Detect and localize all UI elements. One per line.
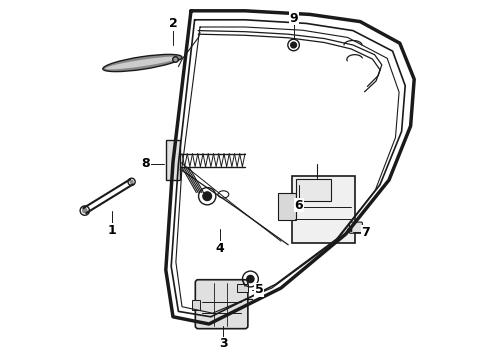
Ellipse shape (218, 191, 229, 198)
Text: 9: 9 (289, 12, 298, 24)
Ellipse shape (105, 57, 179, 69)
Text: 6: 6 (294, 199, 303, 212)
Circle shape (83, 208, 87, 213)
Circle shape (203, 192, 212, 201)
Text: 3: 3 (219, 337, 228, 350)
FancyBboxPatch shape (292, 176, 355, 243)
FancyBboxPatch shape (166, 140, 180, 180)
FancyBboxPatch shape (349, 222, 363, 233)
Ellipse shape (103, 54, 182, 72)
FancyBboxPatch shape (296, 179, 331, 201)
FancyBboxPatch shape (237, 284, 247, 292)
FancyBboxPatch shape (192, 300, 200, 310)
Circle shape (291, 42, 296, 48)
Circle shape (247, 275, 254, 283)
FancyBboxPatch shape (196, 280, 248, 329)
Text: 2: 2 (169, 17, 177, 30)
Text: 4: 4 (216, 242, 224, 255)
Text: 8: 8 (142, 157, 150, 170)
Text: 1: 1 (107, 224, 116, 237)
Text: 7: 7 (361, 226, 370, 239)
FancyBboxPatch shape (278, 193, 296, 220)
Text: 5: 5 (255, 283, 264, 296)
Circle shape (130, 180, 133, 183)
